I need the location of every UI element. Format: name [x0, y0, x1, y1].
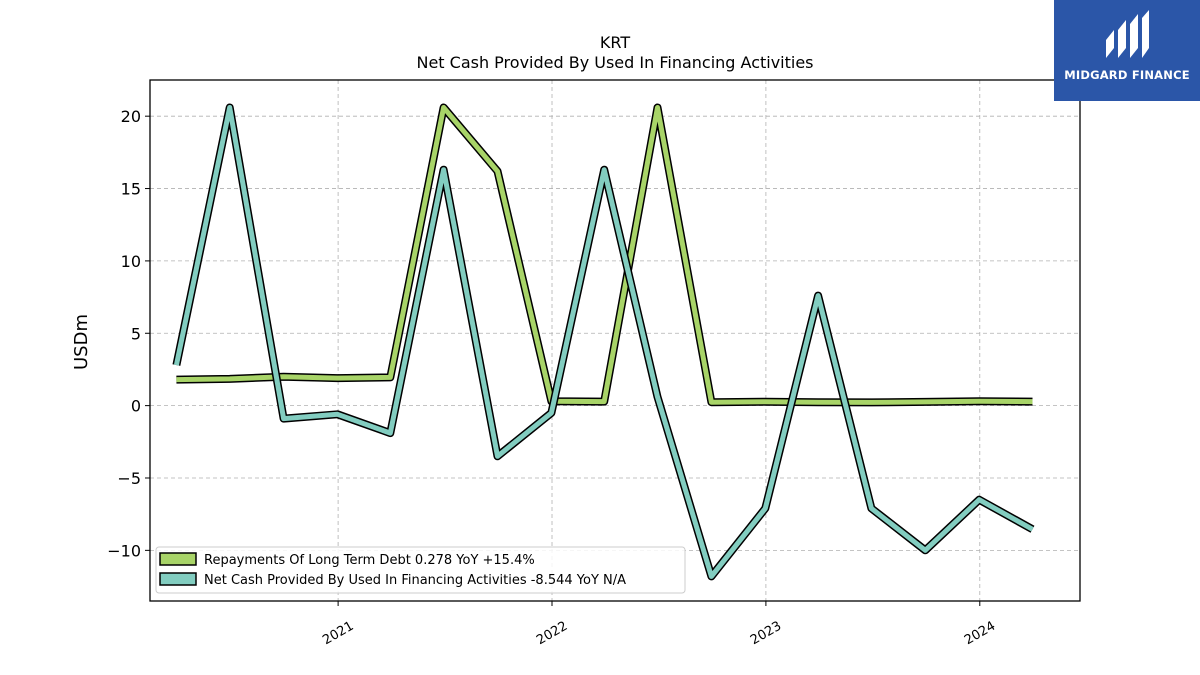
y-tick-label: 0: [131, 397, 141, 416]
legend-box: [155, 546, 686, 594]
legend-label: Net Cash Provided By Used In Financing A…: [204, 573, 626, 588]
y-axis: −10 −5 0 5 10 15 20: [107, 107, 150, 560]
legend-swatch: [159, 572, 197, 586]
x-tick-label: 2023: [748, 619, 784, 649]
y-axis-label: USDm: [71, 314, 92, 370]
series-line: [173, 105, 1034, 579]
series-2: [172, 103, 1035, 581]
y-tick-label: 20: [121, 107, 141, 126]
series-line-outline: [176, 103, 1033, 407]
x-tick-label: 2022: [534, 619, 570, 649]
logo-mark-icon: [1106, 10, 1149, 58]
brand-logo: MIDGARD FINANCE: [1054, 0, 1200, 101]
x-tick-label: 2024: [962, 619, 998, 649]
plot-frame: [149, 79, 1081, 602]
chart-title: KRT: [600, 33, 630, 52]
chart-subtitle: Net Cash Provided By Used In Financing A…: [416, 53, 813, 72]
y-tick-label: 5: [131, 324, 141, 343]
y-tick-label: −10: [107, 541, 141, 560]
series-1: [176, 103, 1033, 407]
legend-swatch: [159, 552, 197, 566]
x-tick-label: 2021: [320, 619, 356, 649]
y-tick-label: −5: [117, 469, 141, 488]
y-tick-label: 15: [121, 180, 141, 199]
logo-text: MIDGARD FINANCE: [1064, 68, 1190, 82]
x-axis: 2021 2022 2023 2024: [320, 601, 998, 648]
y-tick-label: 10: [121, 252, 141, 271]
legend-label: Repayments Of Long Term Debt 0.278 YoY +…: [204, 553, 535, 568]
series-layer: [172, 103, 1035, 581]
legend: Repayments Of Long Term Debt 0.278 YoY +…: [155, 546, 686, 594]
series-line: [176, 105, 1033, 405]
